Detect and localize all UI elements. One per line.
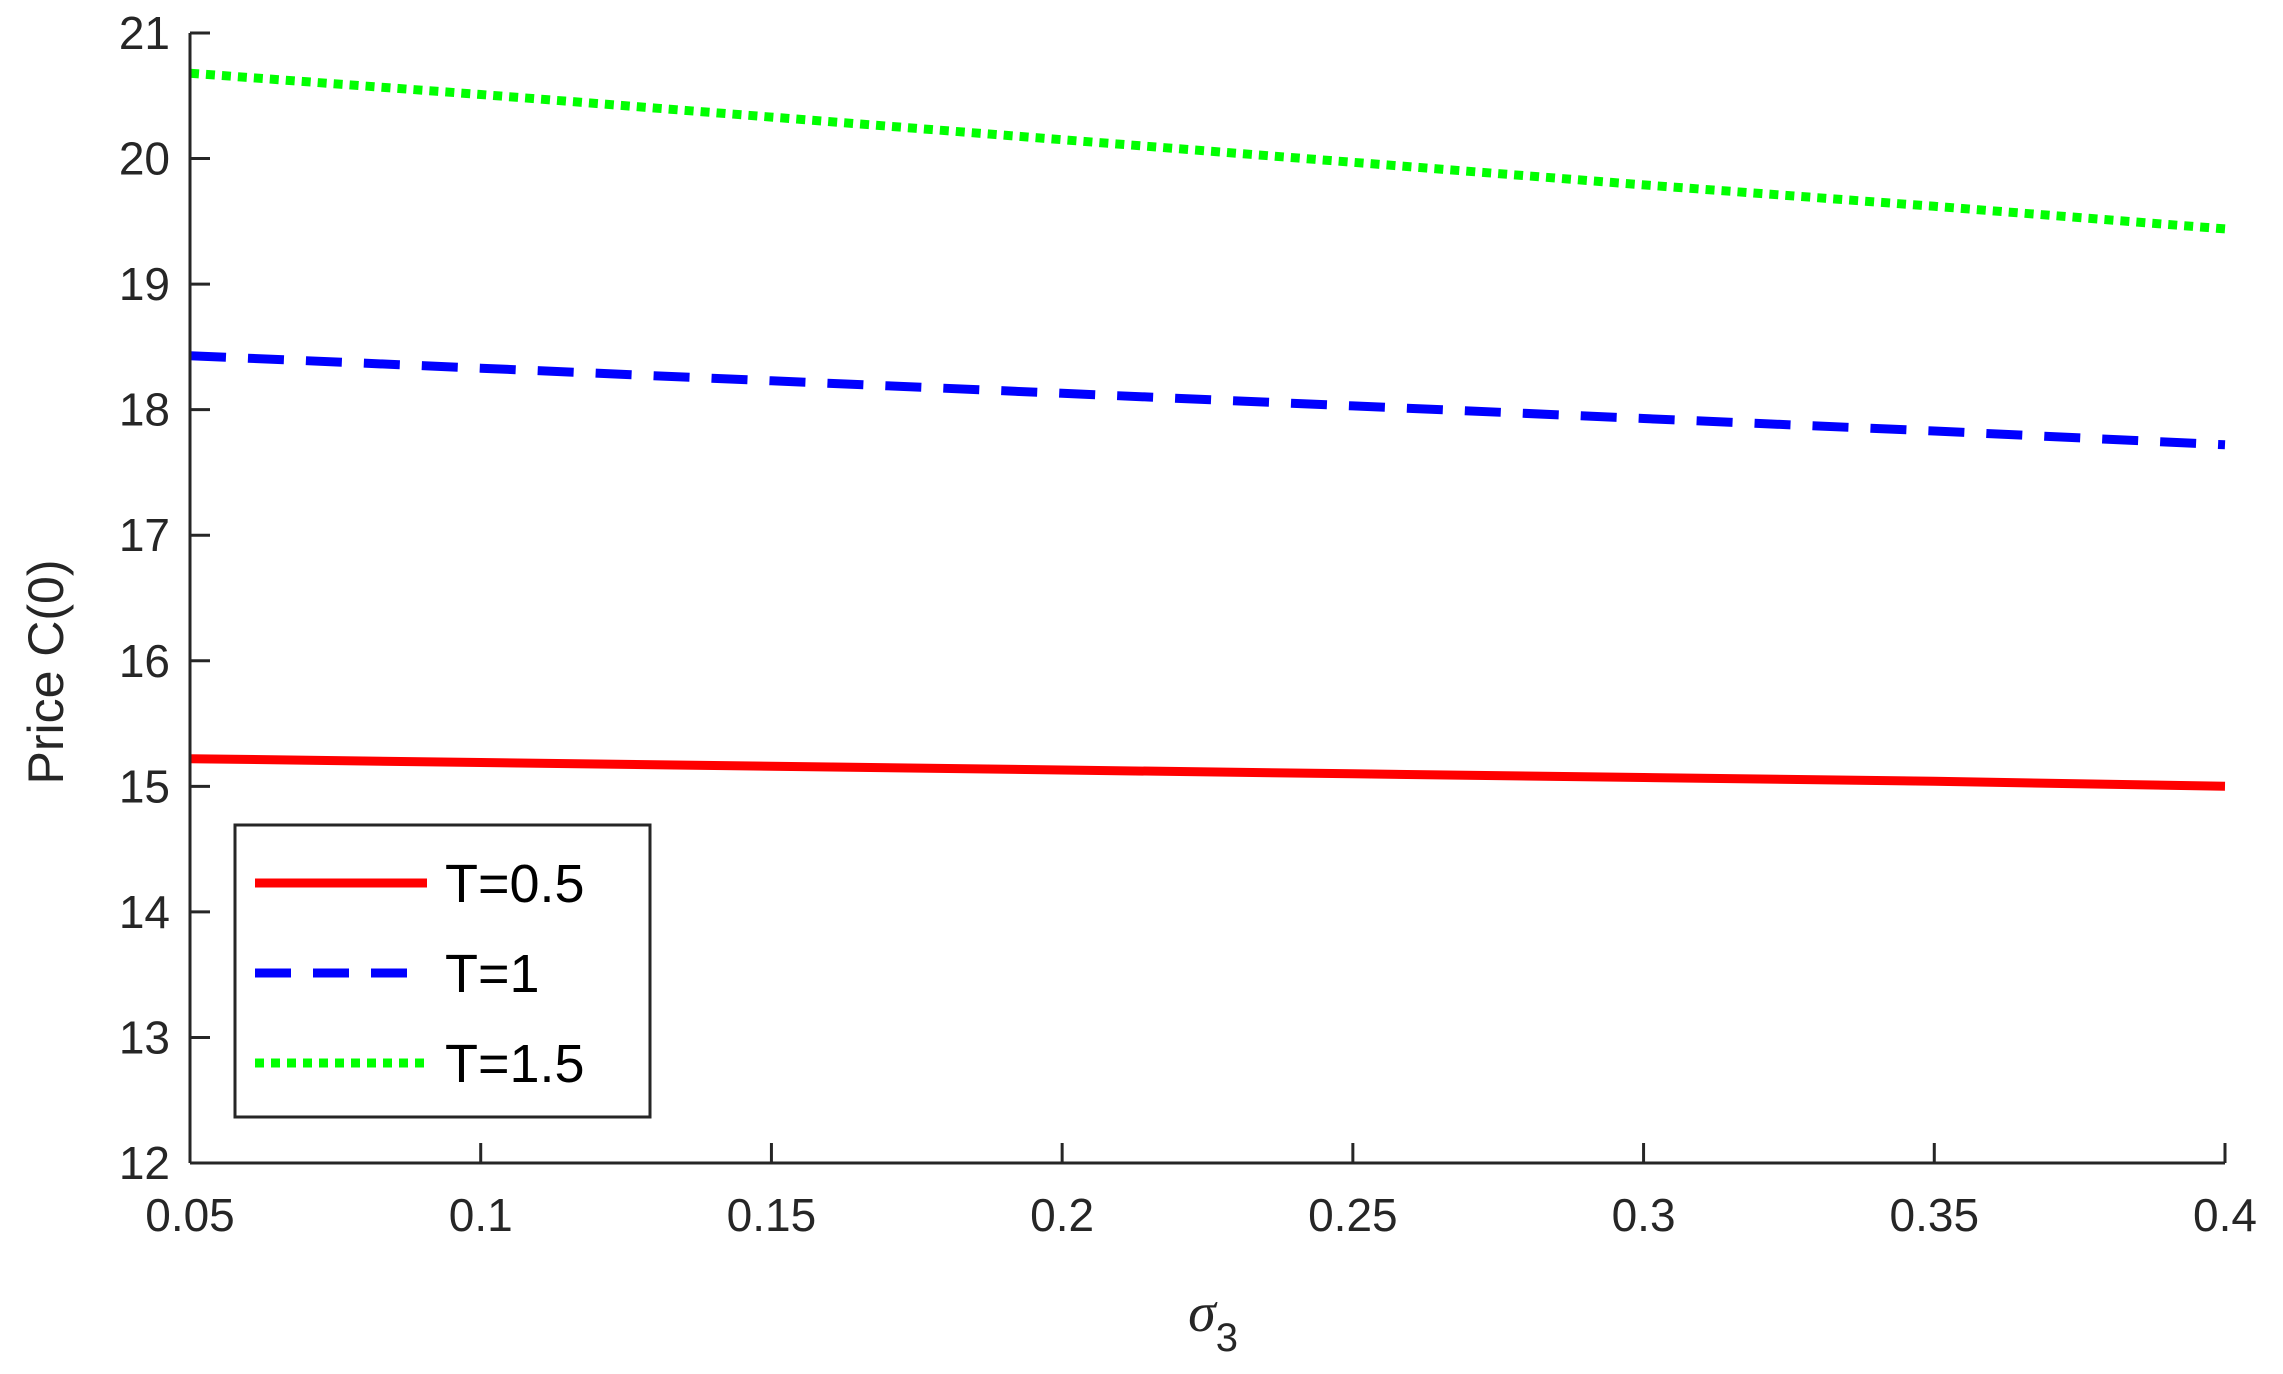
x-tick-label: 0.1	[449, 1189, 513, 1241]
x-tick-label: 0.4	[2193, 1189, 2257, 1241]
y-tick-label: 17	[119, 509, 170, 561]
legend-label-T=1: T=1	[445, 944, 540, 1004]
y-tick-label: 15	[119, 760, 170, 812]
y-tick-label: 21	[119, 7, 170, 59]
x-tick-label: 0.25	[1308, 1189, 1398, 1241]
y-axis-label: Price C(0)	[18, 559, 74, 784]
x-tick-label: 0.05	[145, 1189, 235, 1241]
y-tick-label: 13	[119, 1011, 170, 1063]
y-tick-label: 14	[119, 886, 170, 938]
legend-label-T=0.5: T=0.5	[445, 854, 585, 914]
axes-layer: 0.05 0.1 0.15 0.2 0.25 0.3 0.35 0.4 12 13 14 15 16 17…	[119, 7, 2257, 1241]
x-tick-label: 0.3	[1612, 1189, 1676, 1241]
y-tick-label: 19	[119, 258, 170, 310]
x-tick-label: 0.15	[727, 1189, 817, 1241]
legend: T=0.5 T=1 T=1.5	[233, 823, 652, 1119]
x-axis-label-subscript: 3	[1216, 1316, 1238, 1360]
y-tick-label: 18	[119, 384, 170, 436]
x-tick-label: 0.2	[1030, 1189, 1094, 1241]
y-tick-label: 20	[119, 133, 170, 185]
labels-layer: σ3 Price C(0)	[18, 559, 1238, 1360]
legend-label-T=1.5: T=1.5	[445, 1034, 585, 1094]
y-tick-label: 16	[119, 635, 170, 687]
x-axis-label: σ3	[1188, 1282, 1238, 1360]
series-line-T=1.5	[189, 68, 2226, 234]
y-tick-label: 12	[119, 1137, 170, 1189]
series-line-T=1	[189, 351, 2226, 450]
x-axis-label-base: σ	[1188, 1282, 1218, 1344]
legend-box	[233, 823, 652, 1119]
x-tick-label: 0.35	[1890, 1189, 1980, 1241]
series-line-T=0.5	[189, 754, 2226, 791]
series-layer	[189, 68, 2226, 791]
